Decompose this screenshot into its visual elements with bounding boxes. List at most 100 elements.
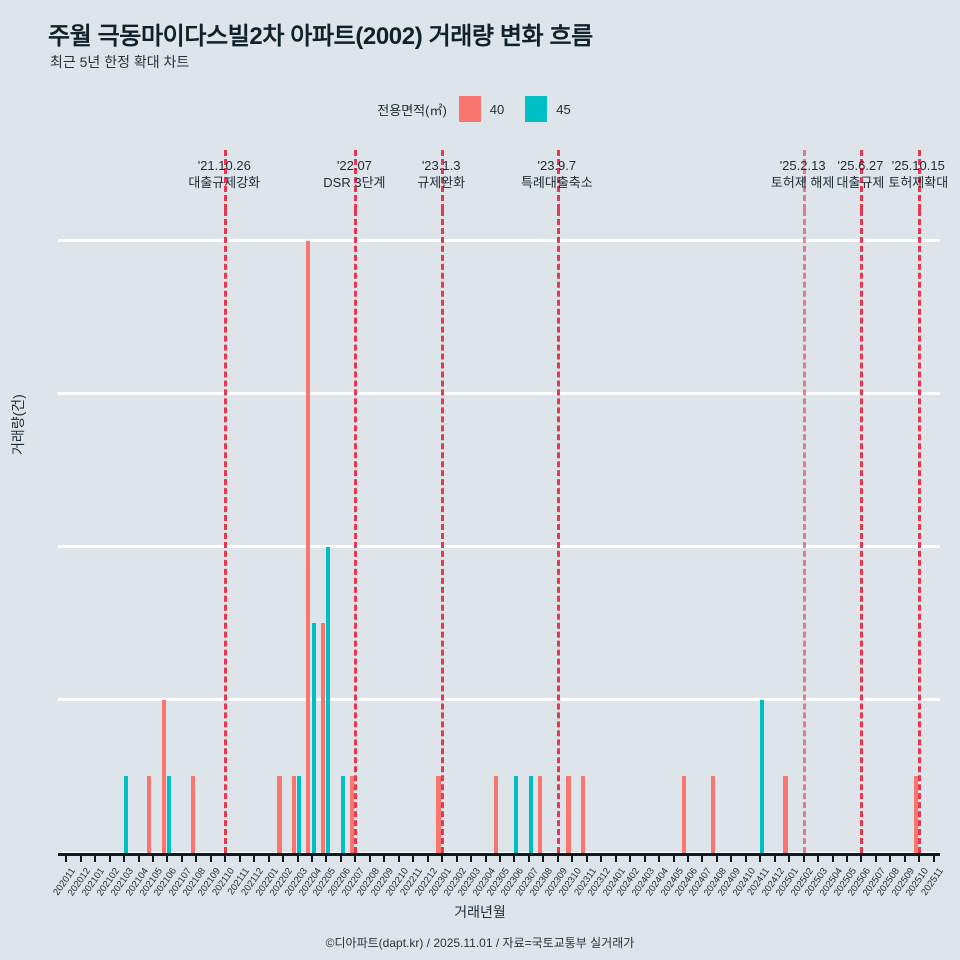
x-tick — [542, 853, 545, 862]
x-tick — [658, 853, 661, 862]
x-tick — [629, 853, 632, 862]
event-marker-stub — [860, 150, 864, 210]
x-tick — [441, 853, 444, 862]
bar — [147, 776, 152, 853]
bar — [537, 776, 542, 853]
bar — [297, 776, 302, 853]
x-tick — [470, 853, 473, 862]
x-tick — [874, 853, 877, 862]
x-tick — [79, 853, 82, 862]
event-label: '25.10.15 토허제확대 — [888, 157, 948, 192]
bar — [291, 776, 296, 853]
y-gridline — [58, 239, 940, 243]
x-tick — [600, 853, 603, 862]
bar — [580, 776, 586, 853]
event-marker-line — [918, 210, 922, 853]
x-tick — [860, 853, 863, 862]
event-name: 토허제 해제 — [770, 175, 835, 190]
x-tick — [426, 853, 429, 862]
x-tick — [889, 853, 892, 862]
x-tick — [253, 853, 256, 862]
event-marker-line — [556, 210, 560, 853]
y-gridline — [58, 392, 940, 396]
x-tick — [846, 853, 849, 862]
x-tick — [311, 853, 314, 862]
event-date: '23.1.3 — [421, 158, 461, 173]
x-tick — [238, 853, 241, 862]
event-marker-stub — [556, 150, 560, 210]
legend-swatch-45 — [525, 96, 548, 122]
x-tick — [831, 853, 834, 862]
x-tick — [383, 853, 386, 862]
x-tick — [484, 853, 487, 862]
bar — [783, 776, 788, 853]
event-marker-stub — [354, 150, 358, 210]
bar — [759, 699, 765, 853]
x-tick — [354, 853, 357, 862]
x-tick — [180, 853, 183, 862]
x-tick — [730, 853, 733, 862]
x-tick — [513, 853, 516, 862]
x-tick — [773, 853, 776, 862]
y-gridline — [58, 545, 940, 549]
x-tick — [412, 853, 415, 862]
event-name: 규제완화 — [417, 175, 466, 190]
bar — [340, 776, 345, 853]
x-tick — [701, 853, 704, 862]
event-name: 토허제확대 — [888, 175, 949, 190]
event-date: '21.10.26 — [197, 158, 251, 173]
event-label: '25.2.13 토허제 해제 — [771, 157, 834, 192]
event-date: '25.10.15 — [891, 158, 945, 173]
x-tick — [788, 853, 791, 862]
event-name: 대출규제 — [836, 175, 885, 190]
legend-swatch-40 — [458, 96, 481, 122]
x-tick — [397, 853, 400, 862]
x-tick — [932, 853, 935, 862]
page-title: 주월 극동마이다스빌2차 아파트(2002) 거래량 변화 흐름 — [48, 23, 593, 50]
x-tick — [903, 853, 906, 862]
event-date: '22.07 — [336, 158, 372, 173]
x-tick — [585, 853, 588, 862]
event-marker-line — [860, 210, 864, 853]
x-tick — [817, 853, 820, 862]
legend-label-45: 45 — [556, 101, 571, 117]
bar — [566, 776, 571, 853]
event-name: 특례대출축소 — [520, 175, 593, 190]
y-axis-title: 거래량(건) — [10, 394, 26, 455]
bar — [494, 776, 499, 853]
x-tick — [209, 853, 212, 862]
bar — [311, 623, 316, 853]
bar — [326, 546, 331, 853]
bar — [436, 776, 441, 853]
bar — [161, 699, 166, 853]
bar — [913, 776, 918, 853]
x-tick — [643, 853, 646, 862]
x-axis-title: 거래년월 — [454, 904, 506, 920]
bar — [190, 776, 195, 853]
bar — [277, 776, 282, 853]
event-marker-stub — [441, 150, 445, 210]
event-marker-stub — [918, 150, 922, 210]
x-tick — [368, 853, 371, 862]
event-name: DSR 3단계 — [323, 175, 386, 190]
event-label: '23.1.3 규제완화 — [417, 157, 465, 192]
footer-credit: ©디아파트(dapt.kr) / 2025.11.01 / 자료=국토교통부 실… — [325, 936, 635, 950]
x-tick — [802, 853, 805, 862]
x-tick — [759, 853, 762, 862]
x-tick — [556, 853, 559, 862]
x-tick — [267, 853, 270, 862]
x-tick — [282, 853, 285, 862]
x-tick — [151, 853, 154, 862]
event-marker-stub — [802, 150, 806, 210]
event-name: 대출규제강화 — [188, 175, 261, 190]
event-marker-stub — [224, 150, 228, 210]
event-marker-line — [441, 210, 445, 853]
x-tick — [296, 853, 299, 862]
bar — [528, 776, 533, 853]
x-tick — [527, 853, 530, 862]
x-tick — [195, 853, 198, 862]
bar — [514, 776, 519, 853]
x-tick — [672, 853, 675, 862]
x-tick — [918, 853, 921, 862]
